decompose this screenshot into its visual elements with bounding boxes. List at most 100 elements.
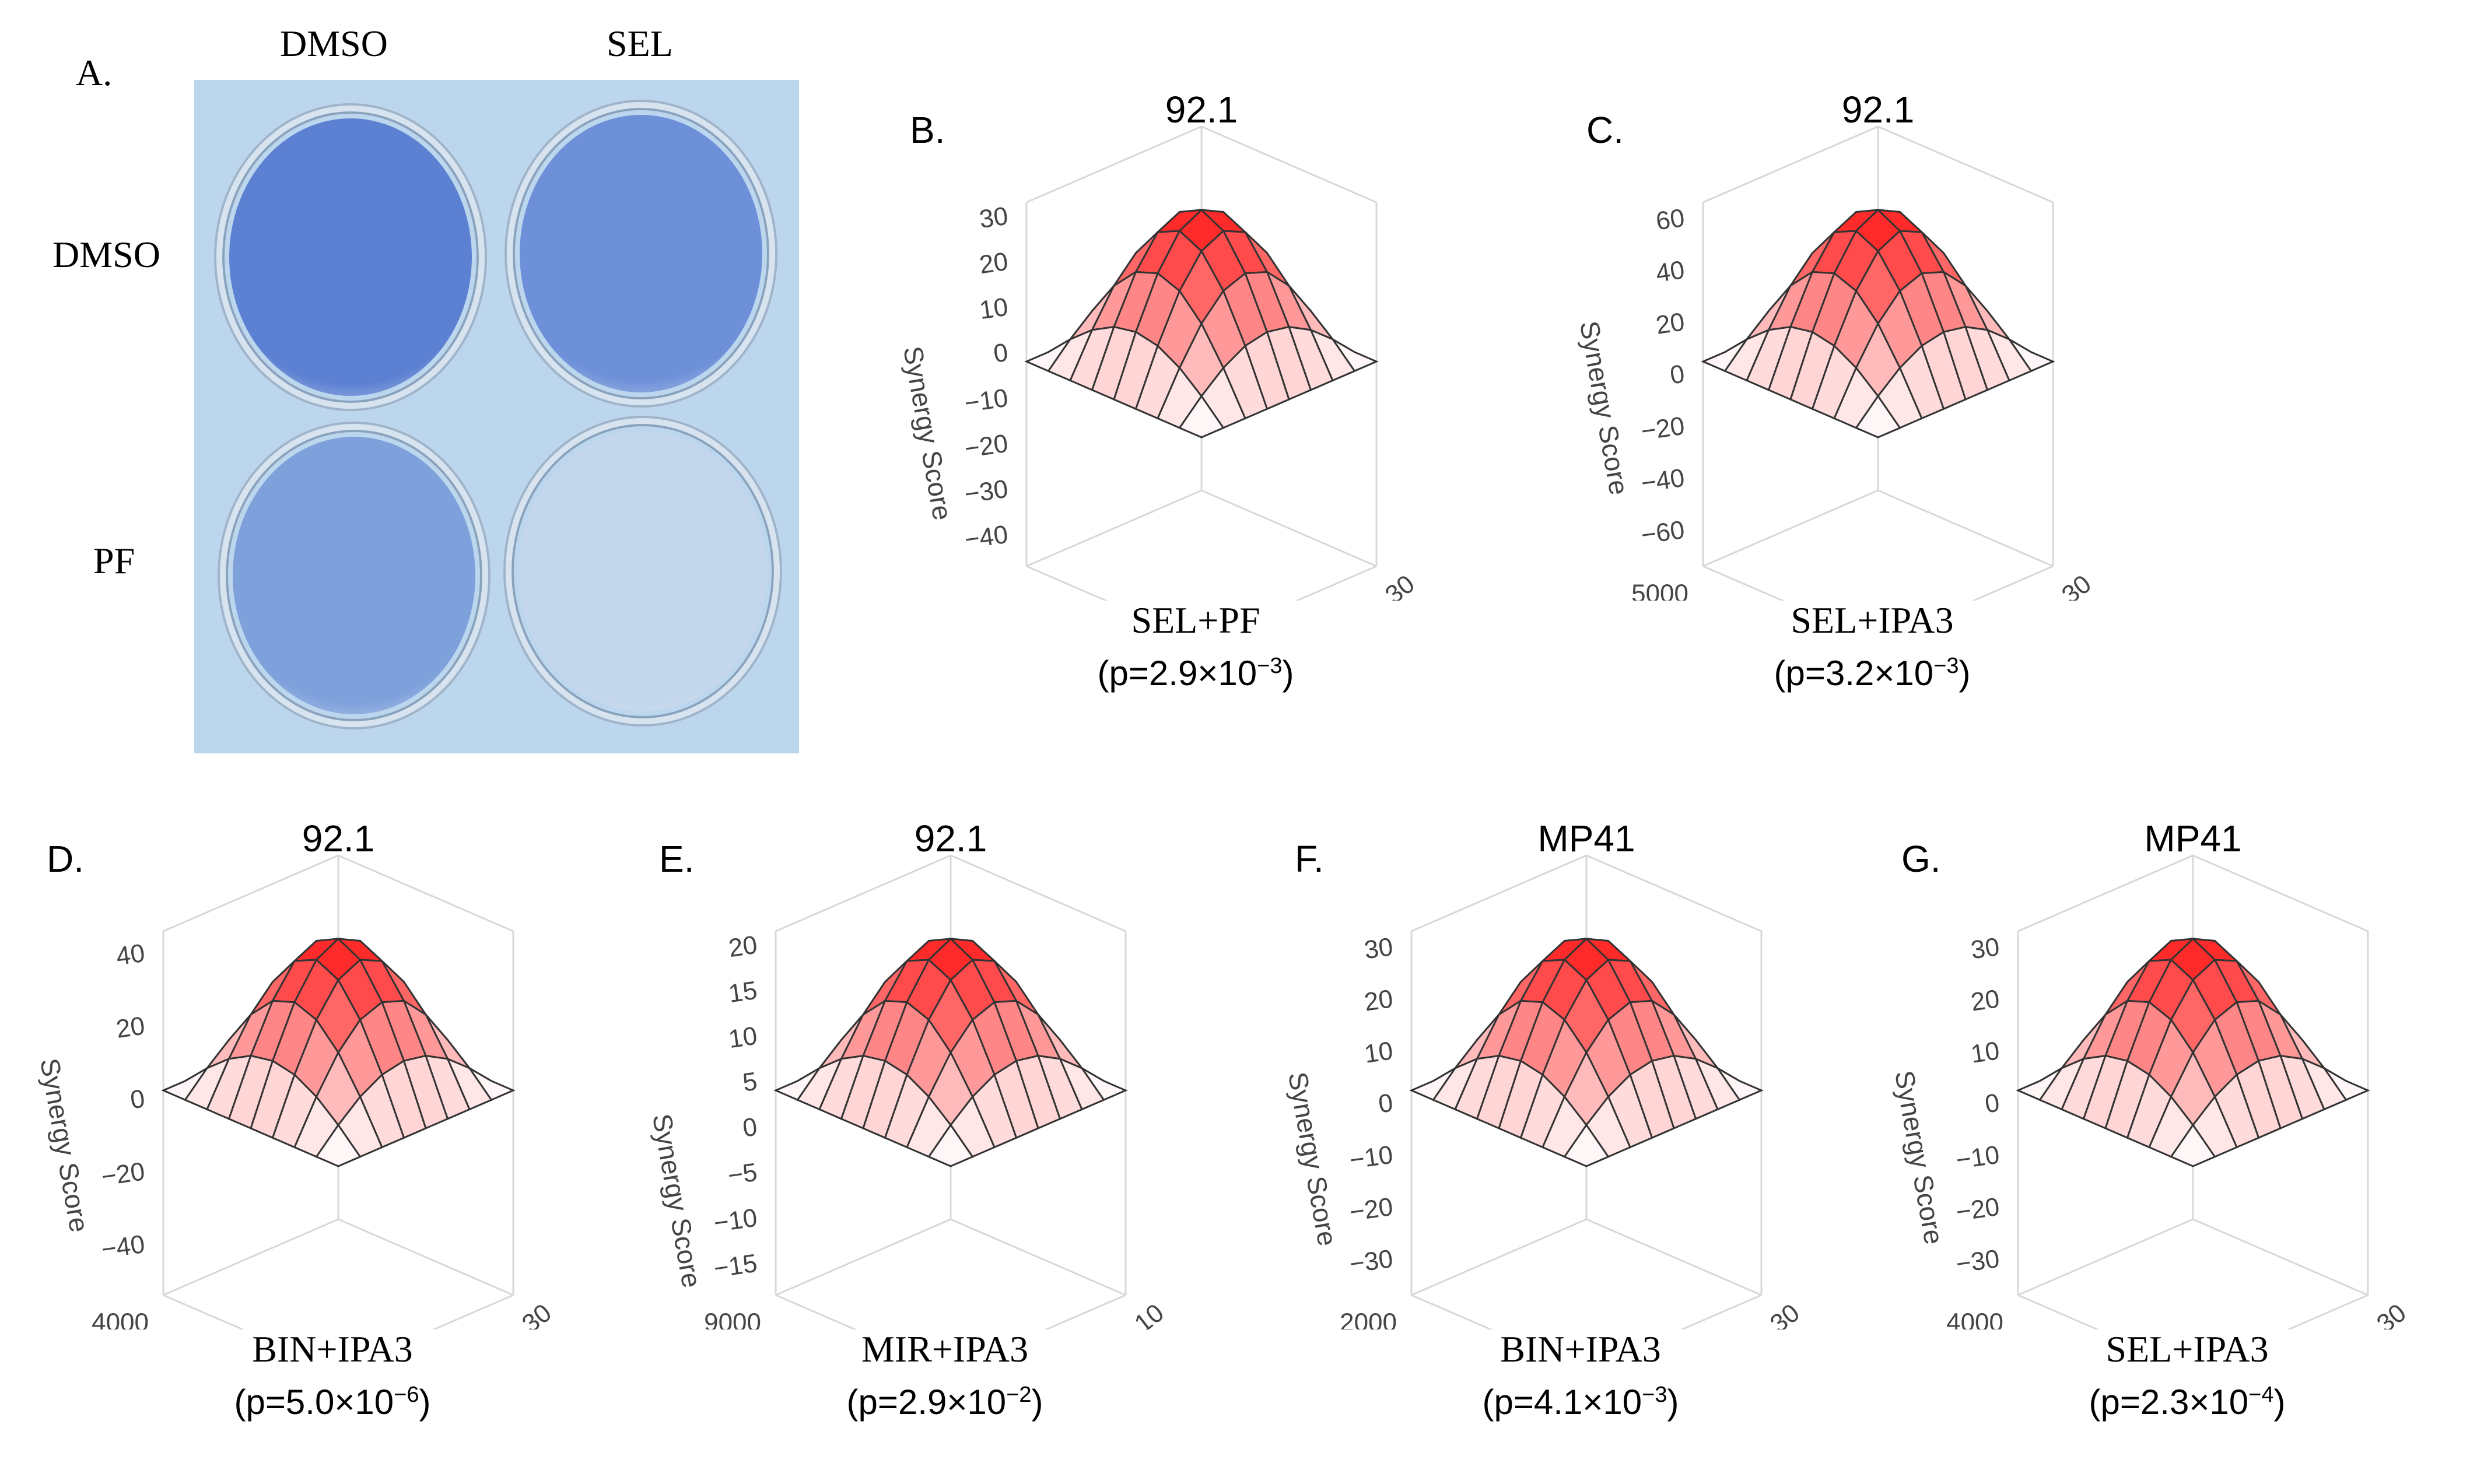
col-label-sel: SEL: [607, 23, 673, 64]
dish-rim: [506, 418, 780, 724]
z-axis-label: Synergy Score: [898, 344, 958, 522]
combo-label: MIR+IPA3: [861, 1328, 1029, 1370]
p-value: (p=2.9×10−2): [741, 1372, 1149, 1425]
dish-rim: [507, 102, 775, 405]
dish-pf-sel: [506, 418, 780, 724]
chart-title: 92.1: [915, 818, 987, 859]
dish-rim: [216, 106, 485, 409]
z-tick-label: −60: [1639, 515, 1687, 550]
z-tick-label: 10: [1969, 1036, 2001, 1068]
p-value: (p=2.3×10−4): [1983, 1372, 2391, 1425]
combo-label: BIN+IPA3: [1500, 1328, 1661, 1370]
p-value-close: ): [2273, 1383, 2286, 1422]
panel-label: D.: [47, 838, 84, 880]
chart-caption: MIR+IPA3 (p=2.9×10−2): [741, 1327, 1149, 1425]
z-tick-label: 30: [1362, 932, 1395, 964]
z-tick-label: 20: [114, 1012, 146, 1044]
z-tick-label: −40: [1639, 464, 1687, 498]
z-tick-label: −5: [726, 1158, 759, 1191]
z-tick-label: 0: [1376, 1089, 1395, 1119]
p-value-exponent: −3: [1257, 654, 1283, 678]
z-tick-label: 40: [114, 939, 146, 971]
z-axis-label: Synergy Score: [1889, 1068, 1950, 1247]
x-tick-label: 10: [1129, 1299, 1169, 1329]
panel-label: B.: [910, 109, 945, 151]
z-tick-label: −10: [1348, 1141, 1395, 1175]
z-axis-label: Synergy Score: [1283, 1069, 1343, 1248]
chart-title: 92.1: [302, 818, 375, 859]
x-tick-label: 30: [2371, 1299, 2412, 1329]
z-tick-label: −10: [963, 384, 1010, 418]
z-tick-label: 60: [1654, 204, 1686, 236]
z-tick-label: −30: [963, 475, 1010, 509]
z-tick-label: −10: [1954, 1141, 2002, 1175]
combo-label: SEL+PF: [1131, 599, 1260, 641]
z-tick-label: 20: [1362, 984, 1395, 1016]
z-tick-label: −20: [100, 1157, 147, 1191]
p-value-base: (p=2.3×10: [2089, 1383, 2249, 1422]
chart-caption: SEL+PF (p=2.9×10−3): [992, 598, 1400, 696]
p-value-exponent: −3: [1933, 654, 1959, 678]
z-axis-label: Synergy Score: [647, 1111, 707, 1290]
z-tick-label: 30: [978, 202, 1010, 234]
z-tick-label: 15: [727, 976, 759, 1008]
z-tick-label: −20: [963, 429, 1010, 464]
p-value-base: (p=5.0×10: [234, 1383, 394, 1422]
z-tick-label: 20: [1969, 984, 2001, 1016]
x-tick-label: 30: [1765, 1299, 1805, 1329]
chart-title: 92.1: [1165, 89, 1238, 131]
combo-label: BIN+IPA3: [252, 1328, 413, 1370]
dish-rim: [220, 424, 488, 727]
synergy-surface: [2016, 937, 2370, 1167]
synergy-surface: [1409, 937, 1764, 1167]
z-tick-label: 10: [727, 1022, 759, 1054]
z-tick-label: −20: [1639, 412, 1687, 446]
chart-title: MP41: [1537, 818, 1635, 859]
surface-cell: [1563, 1123, 1610, 1167]
x-tick-label: 30: [2056, 570, 2097, 601]
z-axis-label: Synergy Score: [1574, 318, 1635, 497]
z-tick-label: 40: [1654, 255, 1686, 287]
p-value: (p=2.9×10−3): [992, 643, 1400, 696]
p-value-exponent: −3: [1642, 1383, 1667, 1407]
surface-cell: [927, 1123, 974, 1167]
dish-dmso-sel: [507, 102, 775, 405]
panel-label: E.: [659, 838, 694, 880]
p-value-base: (p=3.2×10: [1774, 654, 1934, 693]
z-tick-label: 20: [978, 247, 1010, 279]
z-tick-label: −20: [1954, 1192, 2002, 1227]
z-axis-label: Synergy Score: [34, 1056, 95, 1234]
colony-plate-photo: [194, 80, 799, 753]
p-value-close: ): [419, 1383, 431, 1422]
chart-caption: BIN+IPA3 (p=5.0×10−6): [128, 1327, 537, 1425]
p-value-exponent: −6: [394, 1383, 419, 1407]
combo-label: SEL+IPA3: [2105, 1328, 2269, 1370]
p-value-close: ): [1667, 1383, 1679, 1422]
panel-label: F.: [1295, 838, 1324, 880]
chart-caption: BIN+IPA3 (p=4.1×10−3): [1376, 1327, 1785, 1425]
combo-label: SEL+IPA3: [1791, 599, 1954, 641]
z-tick-label: −40: [100, 1230, 147, 1264]
p-value: (p=4.1×10−3): [1376, 1372, 1785, 1425]
z-tick-label: 0: [992, 338, 1010, 369]
z-tick-label: 20: [727, 931, 759, 963]
p-value-base: (p=2.9×10: [1097, 654, 1257, 693]
p-value-close: ): [1282, 654, 1294, 693]
p-value-base: (p=2.9×10: [846, 1383, 1007, 1422]
z-tick-label: 0: [1983, 1089, 2001, 1119]
surface-cell: [2170, 1123, 2216, 1167]
synergy-surface: [773, 937, 1128, 1167]
surface-cell: [315, 1123, 362, 1167]
p-value: (p=3.2×10−3): [1668, 643, 2076, 696]
z-tick-label: −30: [1348, 1244, 1395, 1279]
